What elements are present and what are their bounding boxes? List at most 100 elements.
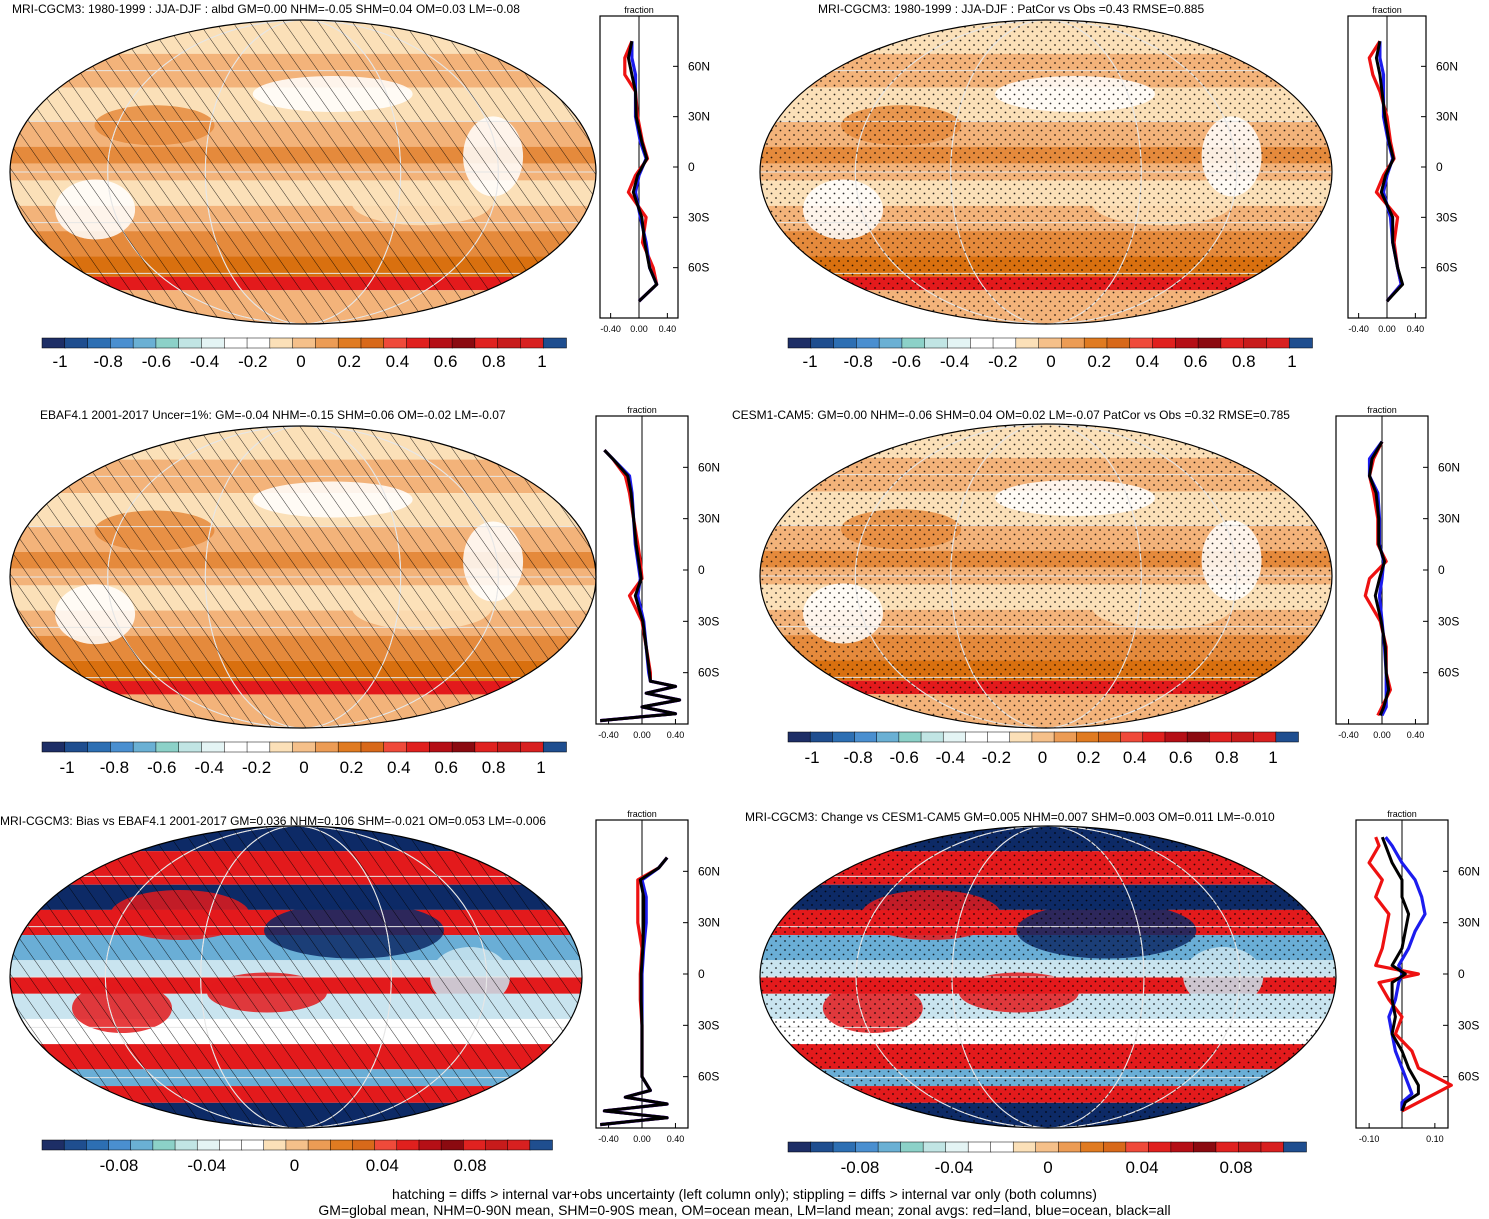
global-map xyxy=(759,19,1333,325)
global-map xyxy=(9,19,597,325)
lat-tick-label: 60S xyxy=(1458,1070,1479,1084)
colorbar-tick-label: 1 xyxy=(1268,748,1278,767)
panel-title: CESM1-CAM5: GM=0.00 NHM=-0.06 SHM=0.04 O… xyxy=(732,408,1290,422)
x-tick-label: 0.40 xyxy=(667,730,685,740)
lat-tick-label: 30S xyxy=(698,1018,719,1032)
colorbar-swatch xyxy=(1275,731,1299,743)
colorbar-swatch xyxy=(832,731,856,743)
colorbar-swatch xyxy=(285,1139,309,1151)
global-map xyxy=(9,825,583,1129)
colorbar xyxy=(787,1141,1307,1153)
colorbar-swatch xyxy=(269,337,294,349)
colorbar-swatch xyxy=(1015,337,1040,349)
colorbar-swatch xyxy=(155,741,180,753)
colorbar-swatch xyxy=(1076,731,1100,743)
colorbar-tick-label: 0.4 xyxy=(1122,748,1147,767)
lat-tick-label: 60N xyxy=(698,460,720,474)
colorbar-tick-label: -0.4 xyxy=(189,352,220,371)
colorbar-swatch xyxy=(810,1141,834,1153)
colorbar-tick-label: 0.04 xyxy=(365,1156,399,1175)
colorbar-swatch xyxy=(520,337,544,349)
colorbar-swatch xyxy=(196,1139,221,1151)
colorbar-swatch xyxy=(451,741,476,753)
colorbar-swatch xyxy=(1209,731,1233,743)
colorbar-swatch xyxy=(1012,1141,1037,1153)
colorbar-tick-label: 0.2 xyxy=(337,352,362,371)
colorbar-tick-label: -0.8 xyxy=(843,748,873,767)
colorbar-tick-label: 0.6 xyxy=(1183,352,1208,371)
colorbar-swatch xyxy=(970,337,994,349)
colorbar-swatch xyxy=(263,1139,287,1151)
lat-tick-label: 60S xyxy=(1436,261,1457,275)
panel-title: MRI-CGCM3: Bias vs EBAF4.1 2001-2017 GM=… xyxy=(0,814,546,828)
colorbar-swatch xyxy=(155,337,180,349)
colorbar-swatch xyxy=(224,337,248,349)
colorbar-swatch xyxy=(330,1139,354,1151)
colorbar-tick-label: 0.4 xyxy=(385,352,410,371)
colorbar-swatch xyxy=(374,1139,398,1151)
zonal-profile: fraction 60N 30N 0 30S 60S -0.40 0.00 0.40 xyxy=(1347,5,1458,334)
zonal-series-all xyxy=(626,40,659,303)
colorbar-swatch xyxy=(1220,337,1245,349)
colorbar-swatch xyxy=(945,1141,969,1153)
colorbar-swatch xyxy=(942,731,967,743)
colorbar-swatch xyxy=(1197,337,1222,349)
lat-tick-label: 60N xyxy=(1458,864,1480,878)
colorbar-swatch xyxy=(463,1139,487,1151)
colorbar-swatch xyxy=(1103,1141,1127,1153)
colorbar xyxy=(41,1139,553,1151)
colorbar-swatch xyxy=(132,741,157,753)
colorbar-swatch xyxy=(832,1141,857,1153)
colorbar-swatch xyxy=(1193,1141,1217,1153)
colorbar-swatch xyxy=(201,741,226,753)
colorbar-tick-label: 0.6 xyxy=(434,758,459,777)
colorbar-swatch xyxy=(922,1141,947,1153)
colorbar-swatch xyxy=(854,731,878,743)
colorbar-tick-label: 0.8 xyxy=(481,352,506,371)
colorbar-swatch xyxy=(383,337,408,349)
lat-tick-label: 0 xyxy=(1436,160,1443,174)
footer-note-hatching: hatching = diffs > internal var+obs unce… xyxy=(392,1186,1097,1202)
colorbar-swatch xyxy=(898,731,922,743)
colorbar-tick-label: -0.6 xyxy=(147,758,177,777)
lat-tick-label: 60N xyxy=(698,864,720,878)
colorbar-tick-label: -0.08 xyxy=(840,1158,880,1177)
colorbar-tick-label: -0.2 xyxy=(241,758,272,777)
footer-note-means: GM=global mean, NHM=0-90N mean, SHM=0-90… xyxy=(318,1202,1171,1218)
colorbar xyxy=(787,337,1313,349)
colorbar-swatch xyxy=(901,337,926,349)
lat-tick-label: 30S xyxy=(1458,1018,1479,1032)
colorbar-tick-label: 0.8 xyxy=(1215,748,1239,767)
colorbar-tick-label: 0 xyxy=(1037,748,1048,767)
colorbar-swatch xyxy=(292,741,317,753)
x-tick-label: -0.40 xyxy=(600,324,621,334)
colorbar-swatch xyxy=(307,1139,332,1151)
zonal-series-ocean xyxy=(630,41,659,303)
colorbar-swatch xyxy=(809,731,834,743)
colorbar-swatch xyxy=(337,337,362,349)
lat-tick-label: 0 xyxy=(1458,967,1465,981)
zonal-profile: fraction 60N 30N 0 30S 60S -0.40 0.00 0.40 xyxy=(1335,405,1460,740)
colorbar-swatch xyxy=(1283,1141,1307,1153)
lat-tick-label: 30N xyxy=(688,110,710,124)
colorbar-swatch xyxy=(833,337,858,349)
colorbar-swatch xyxy=(1231,731,1255,743)
zonal-series-all xyxy=(1380,836,1420,1112)
colorbar-swatch xyxy=(440,1139,465,1151)
lat-tick-label: 60S xyxy=(1438,666,1459,680)
colorbar-swatch xyxy=(152,1139,176,1151)
colorbar-swatch xyxy=(497,337,522,349)
x-tick-label: -0.40 xyxy=(1338,730,1359,740)
colorbar-tick-label: 0.08 xyxy=(453,1156,487,1175)
colorbar-swatch xyxy=(1186,731,1211,743)
colorbar-swatch xyxy=(787,337,812,349)
colorbar-swatch xyxy=(86,1139,110,1151)
colorbar-swatch xyxy=(1053,731,1078,743)
colorbar-swatch xyxy=(877,1141,902,1153)
colorbar-swatch xyxy=(474,337,499,349)
panel-title: MRI-CGCM3: 1980-1999 : JJA-DJF : PatCor … xyxy=(818,2,1205,16)
x-tick-label: 0.40 xyxy=(667,1134,685,1144)
colorbar-swatch xyxy=(497,741,522,753)
colorbar-tick-label: 0 xyxy=(289,1156,300,1175)
colorbar-tick-label: -1 xyxy=(59,758,75,777)
